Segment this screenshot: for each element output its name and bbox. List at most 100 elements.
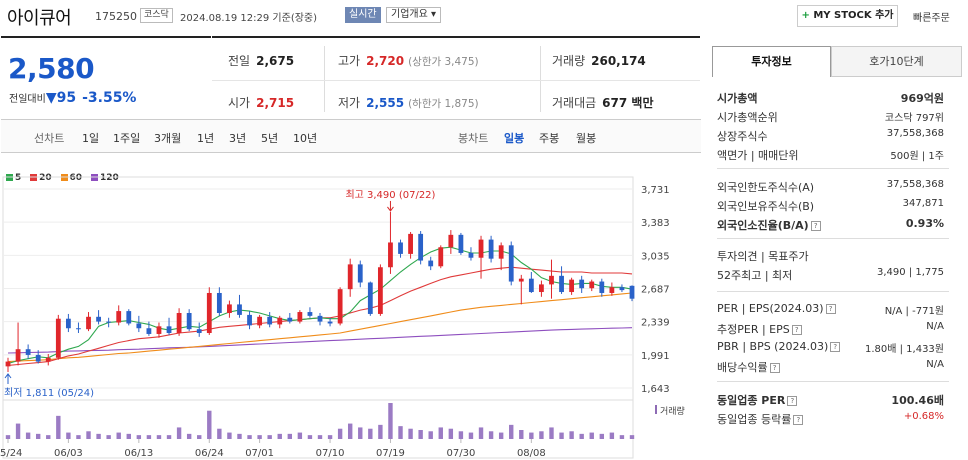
chart-frame [2,176,634,459]
candle-body [398,242,403,254]
info-row: 투자의견 | 목표주가 [712,246,962,265]
candle-body [508,245,514,282]
candle-body [65,318,71,329]
y-tick-label: 3,035 [641,251,670,262]
period-5y[interactable]: 5년 [261,132,279,145]
period-1y[interactable]: 1년 [197,132,215,145]
candle-body [579,279,585,289]
stock-code: 175250 [95,10,137,23]
period-1d[interactable]: 1일 [82,132,100,145]
stat-label: 거래대금 [552,96,597,110]
candle-body [539,284,544,293]
candle-body [619,287,625,291]
add-mystock-button[interactable]: + MY STOCK 추가 [797,5,898,27]
candle-body [126,311,132,324]
period-3y[interactable]: 3년 [229,132,247,145]
candle-body [478,239,484,258]
help-icon[interactable]: ? [825,304,836,314]
candle-body [337,289,343,324]
tab-investment-info[interactable]: 투자정보 [712,46,831,77]
section-divider [717,381,949,382]
candle-monthly[interactable]: 월봉 [576,132,597,145]
info-value: 37,558,368 [886,179,944,190]
candle-body [488,239,494,259]
volume-bar [56,415,61,439]
candle-body [528,278,534,293]
stock-name: 아이큐어 [7,8,72,29]
candle-body [247,314,252,326]
period-1w[interactable]: 1주일 [113,132,141,145]
volume-bar [267,435,272,439]
stat-high: 고가 2,720 (상한가 3,475) [338,52,479,69]
info-value: 100.46배 [891,394,944,407]
volume-bar [368,428,373,439]
y-tick-label: 3,731 [641,185,670,196]
volume-bar [186,433,192,439]
stat-value: 677 백만 [602,96,654,110]
candle-body [106,321,112,323]
volume-bar [176,427,182,439]
quick-order-link[interactable]: 빠른주문 [913,13,950,24]
help-icon[interactable]: ? [830,342,841,352]
volume-bar [96,433,101,439]
info-row: 상장주식수 37,558,368 [712,126,962,145]
info-key: 상장주식수 [717,130,768,143]
help-icon[interactable]: ? [787,396,798,406]
volume-bar [378,424,383,439]
market-badge: 코스닥 [140,8,173,23]
help-icon[interactable]: ? [793,415,804,425]
company-overview-dropdown[interactable]: 기업개요 ▾ [386,7,441,23]
candle-body [498,245,504,259]
volume-bar [166,435,172,439]
candle-body [569,279,575,293]
period-3m[interactable]: 3개월 [154,132,182,145]
divider [540,46,541,112]
line-chart-label: 선차트 [34,132,65,145]
tab-order-book[interactable]: 호가10단계 [831,46,962,77]
candle-weekly[interactable]: 주봉 [539,132,560,145]
high-arrow-head [387,206,394,212]
candlestick-chart[interactable]: 3,731 3,383 3,035 2,687 2,339 1,991 1,643 거래량 05… [0,155,700,460]
info-key: 시가총액순위 [717,111,778,124]
help-icon[interactable]: ? [769,363,780,373]
candle-body [428,260,434,267]
info-row: PER | EPS(2024.03)? N/A | -771원 [712,300,962,319]
info-row: 액면가 | 매매단위 500원 | 1주 [712,145,962,164]
volume-bar [297,432,303,439]
ma5-line [7,246,633,365]
volume-bar [227,432,232,439]
legend-label: 20 [39,173,52,183]
candle-body [55,318,61,358]
info-value: 0.93% [905,217,944,230]
help-icon[interactable]: ? [791,325,802,335]
candle-body [549,275,554,285]
chart-toolbar: 선차트 1일 1주일 3개월 1년 3년 5년 10년 봉차트 일봉 주봉 월봉 [1,119,701,153]
volume-bar [197,435,202,439]
period-10y[interactable]: 10년 [293,132,318,145]
candle-body [196,329,202,334]
divider [324,46,325,112]
volume-bar [247,435,252,439]
help-icon[interactable]: ? [810,221,821,231]
y-tick-label: 2,339 [641,318,670,329]
upper-limit: (상한가 3,475) [408,56,479,68]
info-value: 1.80배 | 1,433원 [864,344,944,355]
info-row: 52주최고 | 최저 3,490 | 1,775 [712,265,962,284]
divider [212,80,700,81]
info-row: 외국인보유주식수(B) 347,871 [712,196,962,215]
volume-bar [428,431,433,439]
info-value: 37,558,368 [886,128,944,139]
candle-body [277,317,283,325]
stat-volume: 거래량 260,174 [552,52,646,69]
y-tick-label: 3,383 [641,218,670,229]
candle-body [518,278,524,282]
realtime-button[interactable]: 실시간 [345,7,381,23]
stat-value: 2,715 [256,96,295,110]
info-value: N/A [926,321,944,332]
candle-body [418,233,424,261]
volume-bar [66,432,71,439]
info-row: 시가총액순위 코스닥 797위 [712,107,962,126]
volume-bar [488,431,494,439]
info-value: 969억원 [900,92,944,105]
candle-daily[interactable]: 일봉 [504,132,525,145]
